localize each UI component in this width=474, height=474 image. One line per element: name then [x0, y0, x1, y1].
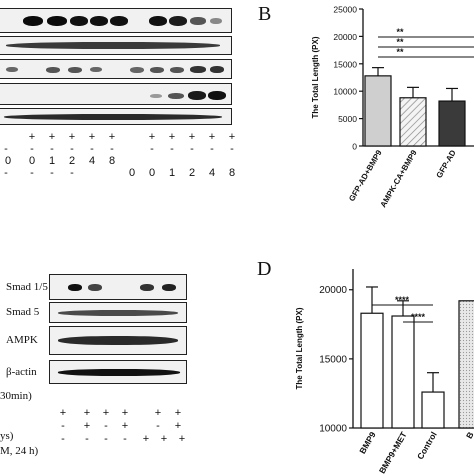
y-tick-label-d-2: 20000	[319, 285, 347, 296]
label-smad15: Smad 1/5	[6, 281, 48, 293]
y-tick-label-b-1: 5000	[338, 114, 357, 124]
label-smad5: Smad 5	[6, 306, 40, 318]
cond-label-3: M, 24 h)	[0, 445, 39, 457]
x-tick-label-b-1: AMPK-CA+BMP9	[379, 148, 419, 209]
cond-label-1: 30min)	[0, 390, 32, 402]
bar-d-0	[360, 312, 384, 429]
panel-d-letter: D	[257, 258, 272, 280]
x-tick-label-d-1: BMP9+MET	[377, 429, 409, 474]
bar-b-0	[364, 75, 392, 147]
label-ampk: AMPK	[6, 334, 38, 346]
x-tick-label-d-3: B	[464, 430, 474, 440]
y-tick-label-b-3: 15000	[333, 59, 357, 69]
blot-smad15	[49, 274, 187, 300]
panel-b-letter: B	[258, 3, 272, 25]
y-tick-label-b-2: 10000	[333, 87, 357, 97]
blot-row-2	[0, 36, 232, 55]
y-tick-label-b-0: 0	[352, 142, 357, 152]
x-tick-label-d-2: Control	[415, 430, 439, 461]
blot-row-5	[0, 108, 232, 125]
sig-label-d-1: ****	[411, 312, 426, 322]
bar-b-1	[399, 97, 427, 147]
y-tick-label-d-1: 15000	[319, 354, 347, 365]
y-axis-label-b: The Total Length (PX)	[311, 36, 320, 118]
y-tick-label-d-0: 10000	[319, 424, 347, 435]
label-beta-actin: β-actin	[6, 366, 37, 378]
sig-label-b-1: **	[396, 37, 404, 47]
x-tick-label-b-0: GFP-AD+BMP9	[347, 148, 384, 203]
blot-row-4	[0, 83, 232, 105]
sig-label-b-2: **	[396, 47, 404, 57]
x-tick-label-d-0: BMP9	[357, 430, 378, 456]
y-tick-label-b-4: 20000	[333, 32, 357, 42]
y-tick-label-b-5: 25000	[333, 5, 357, 15]
sig-label-d-0: ****	[395, 295, 410, 305]
bar-b-2	[438, 100, 466, 147]
y-axis-label-d: The Total Length (PX)	[295, 307, 304, 389]
blot-smad5	[49, 302, 187, 323]
blot-ampk	[49, 326, 187, 355]
x-tick-label-b-2: GFP-AD	[435, 148, 458, 179]
bar-d-2	[421, 391, 445, 429]
sig-label-b-0: **	[396, 27, 404, 37]
blot-beta-actin	[49, 360, 187, 384]
blot-row-1	[0, 8, 232, 33]
blot-row-3	[0, 59, 232, 79]
bar-d-3	[458, 300, 474, 429]
bar-d-1	[391, 315, 415, 429]
cond-label-2: ys)	[0, 430, 14, 442]
